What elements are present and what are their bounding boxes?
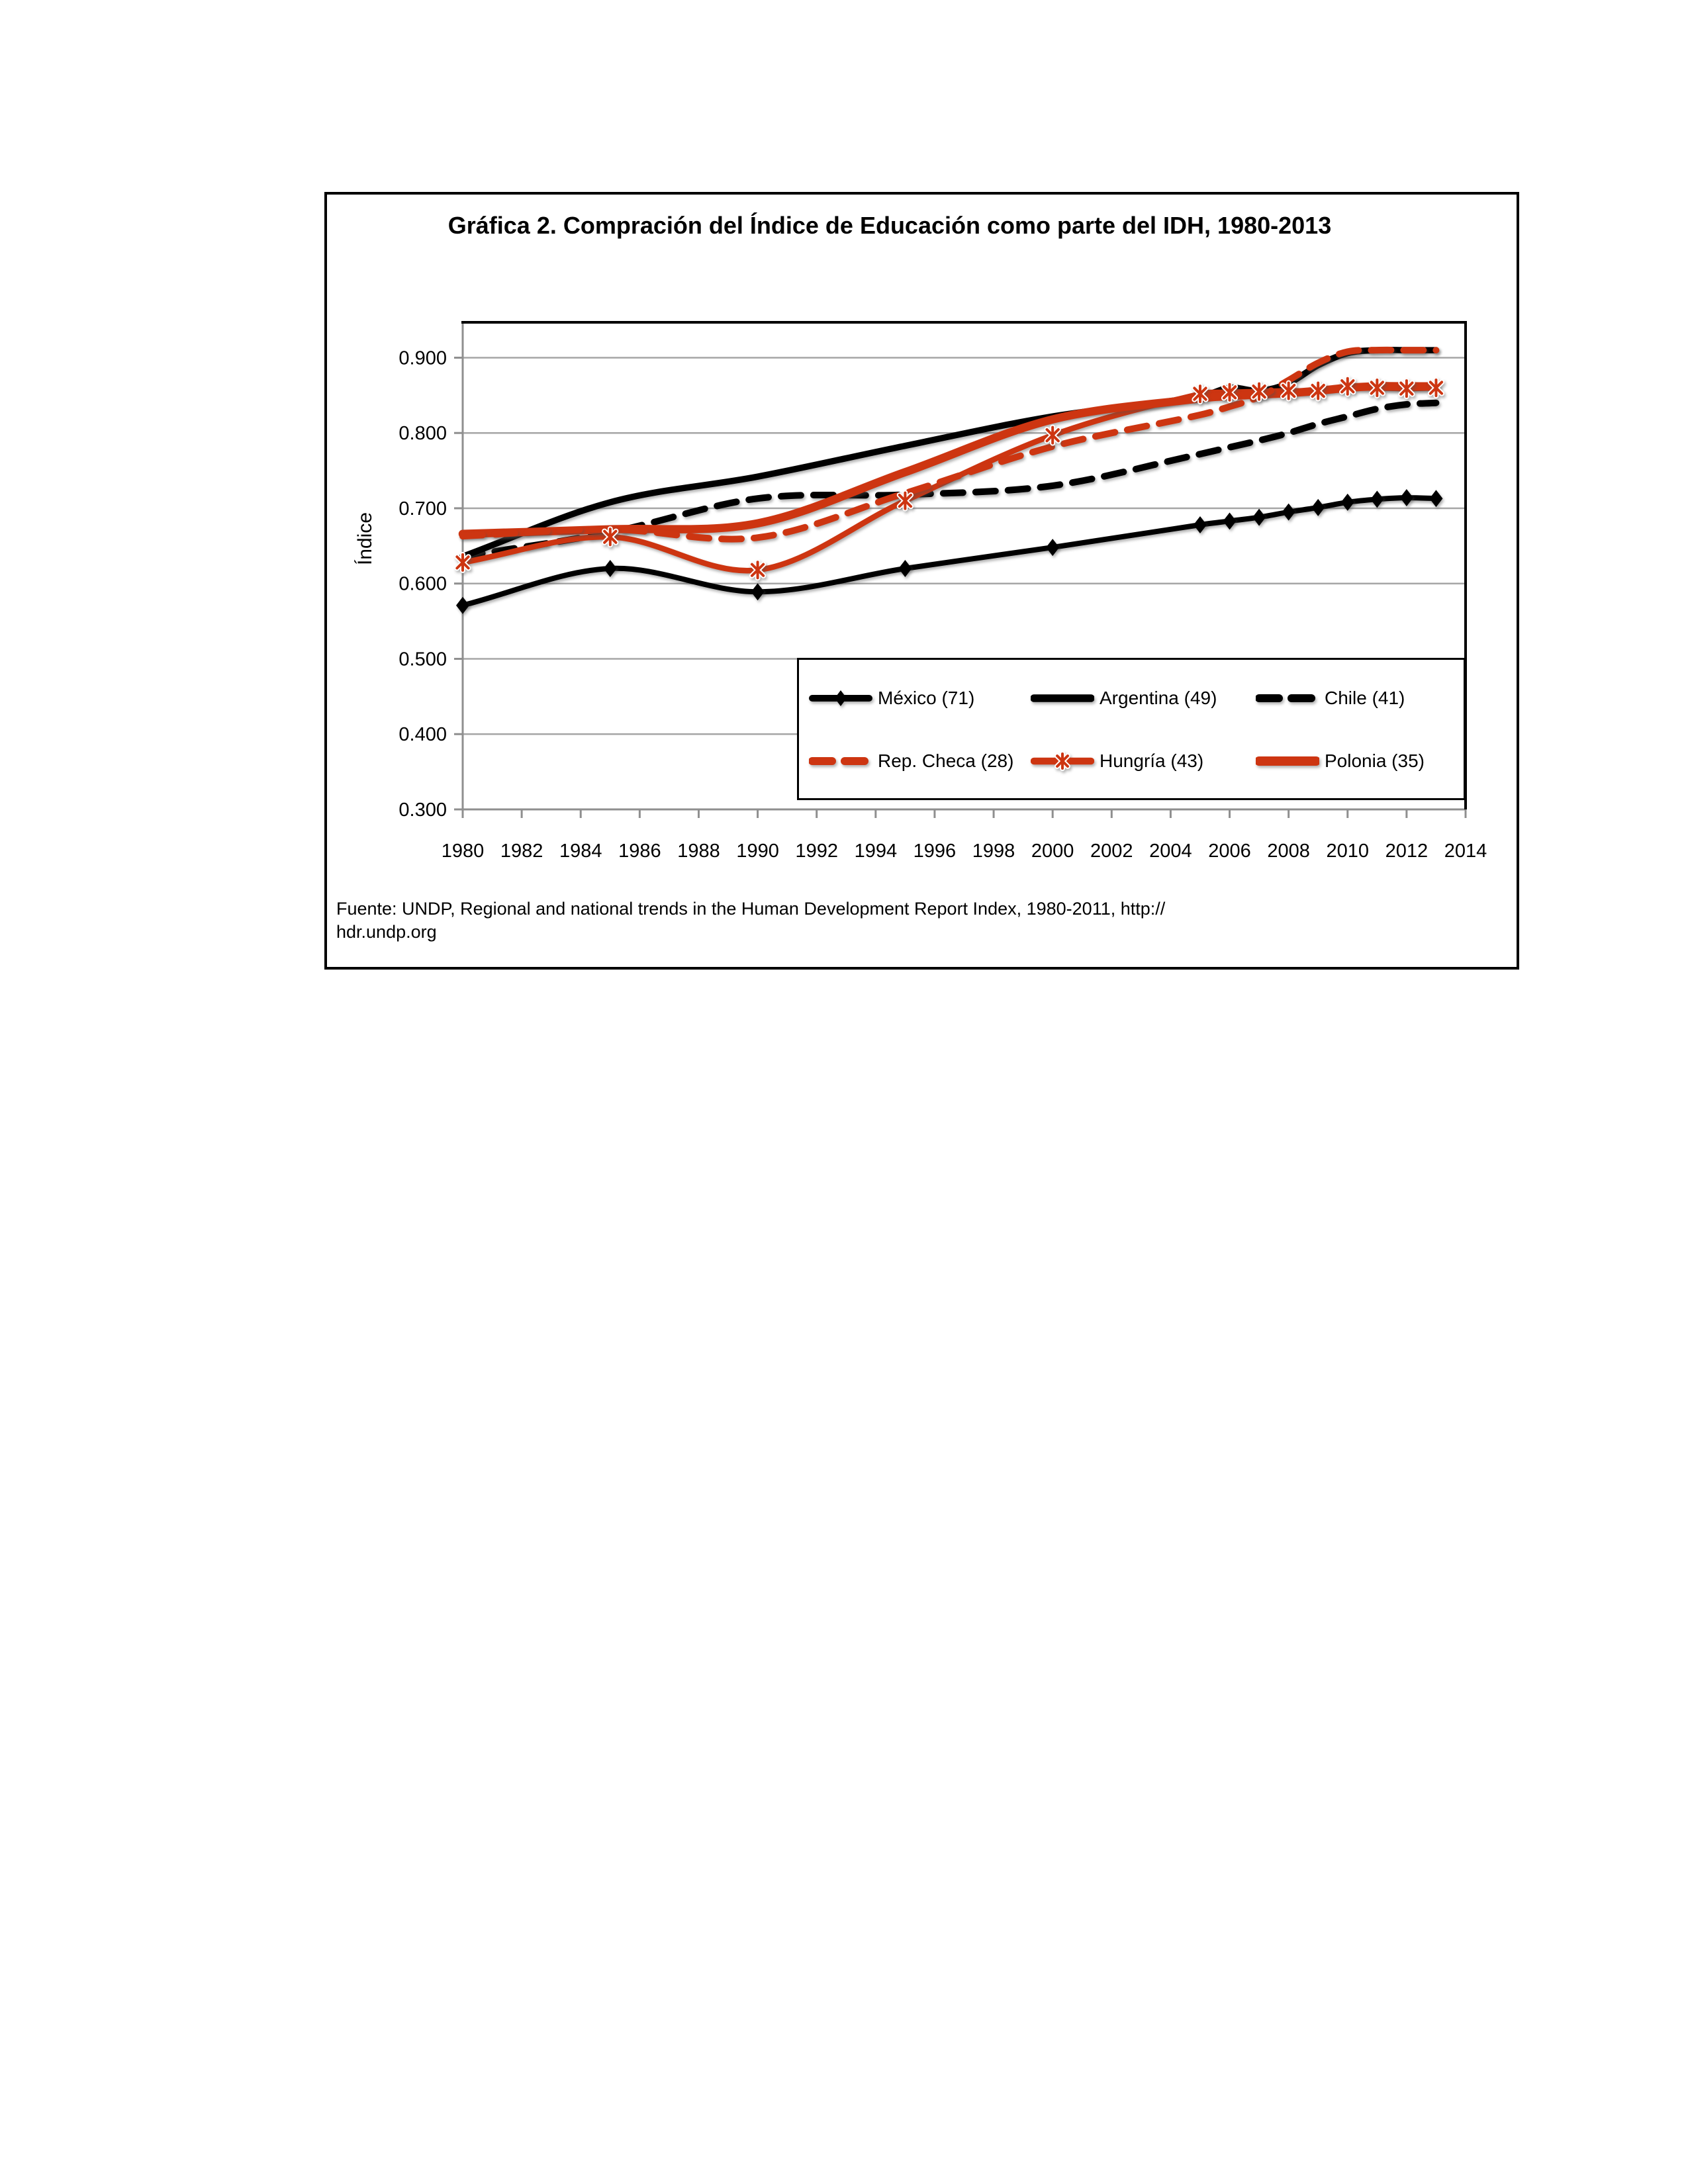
x-tick-label: 2002 xyxy=(1090,841,1133,862)
y-tick-label: 0.500 xyxy=(399,649,447,670)
x-tick-label: 2010 xyxy=(1327,841,1370,862)
legend-label: Polonia (35) xyxy=(1325,751,1425,771)
x-tick-label: 2012 xyxy=(1385,841,1429,862)
y-tick-label: 0.700 xyxy=(399,498,447,520)
series-line-rep. xyxy=(459,346,1440,543)
legend-label: México (71) xyxy=(878,688,975,708)
legend-label: Hungría (43) xyxy=(1100,751,1204,771)
series-markers-asterisk xyxy=(454,375,1445,581)
x-tick-label: 2000 xyxy=(1031,841,1074,862)
legend-swatch-solid xyxy=(809,690,872,706)
x-tick-label: 1984 xyxy=(559,841,602,862)
y-tick-label: 0.600 xyxy=(399,574,447,595)
x-tick-label: 1996 xyxy=(914,841,957,862)
x-tick-label: 2014 xyxy=(1444,841,1487,862)
x-tick-label: 1980 xyxy=(442,841,485,862)
chart-title: Gráfica 2. Compración del Índice de Educ… xyxy=(447,212,1332,239)
x-tick-label: 2008 xyxy=(1267,841,1310,862)
x-tick-label: 2006 xyxy=(1208,841,1251,862)
legend-swatch-solid xyxy=(1256,756,1319,766)
legend-label: Argentina (49) xyxy=(1100,688,1217,708)
y-tick-label: 0.900 xyxy=(399,347,447,369)
figure-box: Gráfica 2. Compración del Índice de Educ… xyxy=(324,192,1519,970)
y-tick-label: 0.800 xyxy=(399,423,447,444)
legend-swatch-solid xyxy=(1031,751,1094,771)
series-line-chile xyxy=(459,399,1440,560)
x-tick-label: 1994 xyxy=(855,841,898,862)
legend-swatch-solid xyxy=(1031,694,1094,702)
y-tick-label: 0.300 xyxy=(399,799,447,821)
y-axis-title: Índice xyxy=(354,512,376,566)
legend-label: Rep. Checa (28) xyxy=(878,751,1014,771)
source-citation: Fuente: UNDP, Regional and national tren… xyxy=(336,897,1165,944)
legend-swatch-dashed xyxy=(1256,694,1319,702)
plot-area: 0.300 0.400 0.500 0.600 0.700 0.800 0.900 1980 1… xyxy=(399,321,1487,862)
source-line-1: Fuente: UNDP, Regional and national tren… xyxy=(336,899,1166,919)
x-tick-label: 1992 xyxy=(795,841,838,862)
y-tick-label: 0.400 xyxy=(399,724,447,745)
legend-swatch-dashed xyxy=(809,757,872,765)
source-line-2: hdr.undp.org xyxy=(336,922,437,942)
x-tick-label: 1986 xyxy=(618,841,661,862)
x-tick-label: 2004 xyxy=(1149,841,1192,862)
x-tick-label: 1988 xyxy=(677,841,720,862)
x-tick-label: 1982 xyxy=(500,841,543,862)
legend: México (71) Argentina (49) Chile (41) Rep. … xyxy=(797,658,1466,800)
series-markers-diamond xyxy=(456,489,1443,614)
x-tick-label: 1990 xyxy=(736,841,779,862)
legend-label: Chile (41) xyxy=(1325,688,1405,708)
x-tick-label: 1998 xyxy=(972,841,1015,862)
